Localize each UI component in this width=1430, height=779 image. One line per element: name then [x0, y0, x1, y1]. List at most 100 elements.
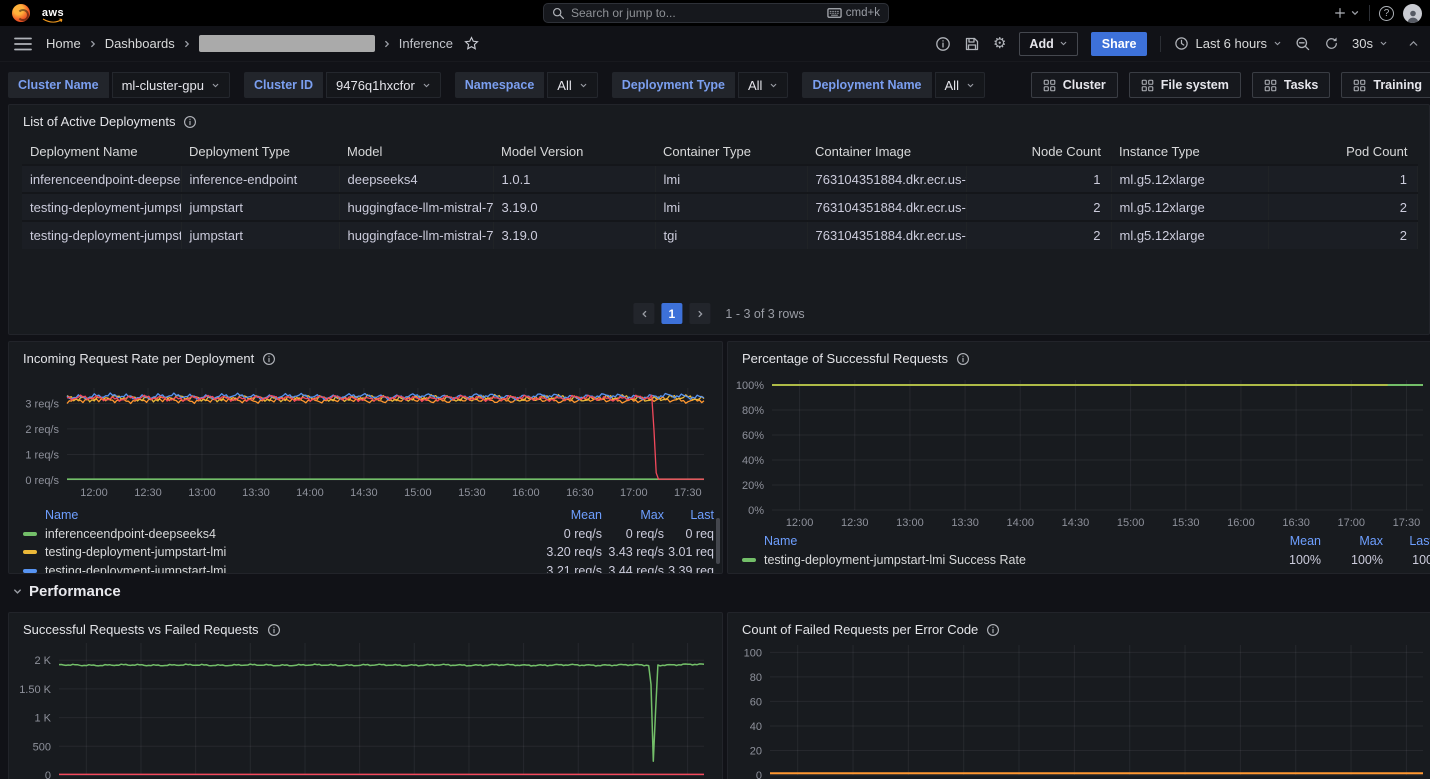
time-series-chart[interactable]: 0 req/s 1 req/s 2 req/s 3 req/s 12:00 12:30 13…	[9, 378, 722, 504]
legend-header[interactable]: Mean	[570, 508, 602, 523]
refresh-interval-picker[interactable]: 30s	[1352, 36, 1388, 51]
svg-text:17:00: 17:00	[1338, 517, 1366, 529]
legend-header[interactable]: Name	[764, 534, 798, 549]
nav-button-label: Tasks	[1283, 78, 1319, 92]
cell: 1	[966, 164, 1111, 193]
chart-legend: Name Mean Max Last inferenceendpoint-dee…	[23, 506, 714, 574]
info-icon[interactable]	[935, 36, 951, 52]
time-series-chart[interactable]: 0 500 1 K 1.50 K 2 K	[9, 639, 722, 779]
svg-text:1 K: 1 K	[34, 713, 51, 725]
column-header[interactable]: Node Count	[1031, 144, 1101, 159]
info-icon[interactable]	[262, 352, 276, 366]
svg-text:80: 80	[750, 672, 762, 684]
filter-cluster-name: Cluster Name ml-cluster-gpu	[8, 72, 230, 98]
filter-value-dropdown[interactable]: ml-cluster-gpu	[111, 72, 230, 98]
legend-header[interactable]: Name	[45, 508, 79, 523]
collapse-toolbar-icon[interactable]	[1407, 37, 1420, 50]
panel-title[interactable]: Successful Requests vs Failed Requests	[23, 622, 259, 637]
filter-cluster-id: Cluster ID 9476q1hxcfor	[243, 72, 441, 98]
legend-header[interactable]: Last	[1409, 534, 1430, 549]
nav-button-cluster[interactable]: Cluster	[1030, 72, 1118, 98]
breadcrumb-dashboards[interactable]: Dashboards	[104, 36, 175, 51]
legend-header-row: Name Mean Max Last	[23, 506, 714, 525]
star-icon[interactable]	[464, 36, 479, 51]
pagination-next-button[interactable]	[689, 303, 711, 324]
cell: 1.0.1	[493, 164, 655, 193]
pagination-prev-button[interactable]	[633, 303, 655, 324]
legend-header[interactable]: Max	[640, 508, 664, 523]
series-color-marker[interactable]	[23, 531, 37, 536]
series-color-marker[interactable]	[23, 550, 37, 555]
time-series-chart[interactable]: 0% 20% 40% 60% 80% 100% 12:00 12:30 13:00 13:30 14…	[728, 376, 1430, 534]
filter-value-dropdown[interactable]: All	[547, 72, 598, 98]
info-icon[interactable]	[183, 115, 197, 129]
filter-value-dropdown[interactable]: All	[738, 72, 789, 98]
hamburger-menu-icon[interactable]	[14, 37, 32, 51]
settings-gear-icon[interactable]: ⚙	[992, 35, 1007, 52]
cell: jumpstart	[181, 192, 339, 221]
save-icon[interactable]	[964, 36, 980, 52]
panel-title[interactable]: Count of Failed Requests per Error Code	[742, 622, 979, 637]
section-performance[interactable]: Performance	[12, 583, 121, 600]
legend-series-name[interactable]: testing-deployment-jumpstart-lmi Success…	[764, 552, 1026, 567]
legend-series-name[interactable]: testing-deployment-jumpstart-lmi	[45, 563, 227, 574]
column-header[interactable]: Container Image	[815, 144, 912, 159]
breadcrumb-redacted-block[interactable]	[198, 35, 375, 52]
nav-button-label: File system	[1160, 78, 1229, 92]
refresh-icon[interactable]	[1324, 36, 1339, 51]
pagination-page-button[interactable]: 1	[661, 303, 683, 324]
column-header[interactable]: Model Version	[501, 144, 584, 159]
legend-header[interactable]: Last	[690, 508, 714, 523]
svg-text:20: 20	[750, 745, 762, 757]
info-icon[interactable]	[986, 623, 1000, 637]
panel-title[interactable]: List of Active Deployments	[23, 114, 176, 129]
column-header[interactable]: Deployment Type	[189, 144, 290, 159]
dashboard-links: Cluster File system Tasks	[1030, 72, 1430, 98]
info-icon[interactable]	[267, 623, 281, 637]
add-button[interactable]: Add	[1019, 31, 1078, 56]
person-icon	[1407, 10, 1418, 23]
filter-value-dropdown[interactable]: All	[934, 72, 985, 98]
cell: huggingface-llm-mistral-7b-	[339, 220, 493, 249]
filter-value: All	[748, 77, 763, 93]
legend-series-name[interactable]: testing-deployment-jumpstart-lmi	[45, 545, 227, 560]
add-button-label: Add	[1029, 36, 1054, 51]
svg-text:14:30: 14:30	[350, 487, 378, 499]
series-color-marker[interactable]	[23, 568, 37, 573]
nav-button-tasks[interactable]: Tasks	[1251, 72, 1331, 98]
column-header[interactable]: Instance Type	[1119, 144, 1200, 159]
zoom-out-icon[interactable]	[1295, 36, 1311, 52]
avatar[interactable]	[1403, 3, 1422, 23]
svg-text:14:00: 14:00	[1006, 517, 1034, 529]
help-icon[interactable]	[1379, 5, 1394, 21]
grafana-logo-icon[interactable]	[12, 4, 30, 22]
legend-last-value: 3.01 req	[668, 545, 714, 560]
legend-scrollbar[interactable]	[716, 518, 720, 564]
svg-text:20%: 20%	[742, 480, 764, 492]
time-series-chart[interactable]: 0 20 40 60 80 100	[728, 639, 1430, 779]
panel-title[interactable]: Percentage of Successful Requests	[742, 351, 948, 366]
svg-text:12:30: 12:30	[841, 517, 869, 529]
legend-series-name[interactable]: inferenceendpoint-deepseeks4	[45, 526, 216, 541]
svg-text:14:00: 14:00	[296, 487, 324, 499]
breadcrumb-home[interactable]: Home	[46, 36, 81, 51]
share-button[interactable]: Share	[1090, 31, 1148, 56]
nav-button-training[interactable]: Training	[1341, 72, 1430, 98]
filter-value-dropdown[interactable]: 9476q1hxcfor	[326, 72, 441, 98]
column-header[interactable]: Pod Count	[1346, 144, 1408, 159]
column-header[interactable]: Deployment Name	[30, 144, 138, 159]
nav-button-file-system[interactable]: File system	[1128, 72, 1241, 98]
info-icon[interactable]	[956, 352, 970, 366]
legend-header[interactable]: Mean	[1289, 534, 1321, 549]
time-range-picker[interactable]: Last 6 hours	[1174, 36, 1282, 51]
global-search[interactable]: cmd+k	[543, 3, 889, 23]
panel-title[interactable]: Incoming Request Rate per Deployment	[23, 351, 255, 366]
search-input[interactable]	[571, 6, 821, 20]
time-range-label: Last 6 hours	[1195, 36, 1268, 51]
column-header[interactable]: Model	[347, 144, 383, 159]
column-header[interactable]: Container Type	[663, 144, 751, 159]
cell: huggingface-llm-mistral-7b-	[339, 192, 493, 221]
series-color-marker[interactable]	[742, 557, 756, 562]
new-item-button[interactable]	[1333, 6, 1360, 20]
legend-header[interactable]: Max	[1359, 534, 1383, 549]
